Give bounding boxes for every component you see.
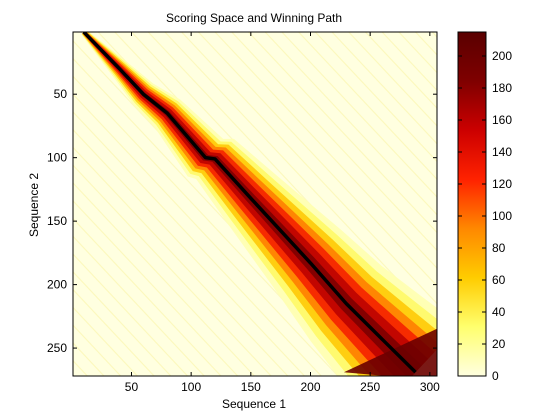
y-tick-label: 100 [47,151,67,165]
heatmap-streak [73,235,205,376]
y-axis: 50 100 150 200 250 [47,87,437,355]
colorbar: 0 20 40 60 80 100 120 140 160 180 200 [457,31,512,383]
x-axis: 50 100 150 200 250 300 [125,32,440,394]
heatmap-streak [73,271,172,376]
x-tick-label: 300 [420,380,440,394]
colorbar-tick-label: 60 [492,273,506,287]
x-tick-label: 50 [125,380,139,394]
colorbar-tick-label: 0 [492,369,499,383]
heatmap-peak [343,328,437,376]
colorbar-tick-label: 80 [492,241,506,255]
heatmap-streak [314,32,437,163]
colorbar-gradient [457,31,487,377]
heatmap-streak [364,32,437,110]
y-tick-label: 200 [47,278,67,292]
heatmap-streak [298,32,437,181]
plot-frame [72,31,438,377]
y-tick-label: 50 [54,87,68,101]
heatmap-streak [264,32,437,216]
heatmap-streak [231,32,437,252]
y-axis-title: Sequence 2 [27,173,41,237]
winning-path [82,32,417,374]
heatmap-streak [214,32,437,269]
heatmap-band [83,32,422,376]
colorbar-tick-label: 160 [492,113,512,127]
colorbar-tick-label: 100 [492,209,512,223]
colorbar-tick-label: 180 [492,81,512,95]
heatmap-streak [73,111,322,376]
heatmap-streak [73,288,155,376]
colorbar-tick-label: 40 [492,305,506,319]
x-axis-title: Sequence 1 [222,397,286,411]
heatmap-streak [73,182,255,376]
y-tick-label: 150 [47,214,67,228]
y-tick-label: 250 [47,341,67,355]
chart-title: Scoring Space and Winning Path [166,11,342,25]
heatmap-streak [331,32,437,145]
colorbar-ticks: 0 20 40 60 80 100 120 140 160 180 200 [458,49,512,383]
x-tick-label: 250 [360,380,380,394]
heatmap-streak [181,32,437,305]
heatmap-streak [73,199,239,376]
heatmap-streak [73,164,272,376]
plot-area [72,31,438,377]
x-tick-label: 100 [181,380,201,394]
heatmap-streak [73,253,189,376]
heatmap-streak [281,32,437,198]
colorbar-tick-label: 120 [492,177,512,191]
heatmap-streak [381,32,437,92]
heatmap-streak [348,32,437,127]
heatmap-streak [73,306,138,376]
colorbar-tick-label: 200 [492,49,512,63]
heatmap-streak [73,146,289,376]
heatmap-streak [73,128,305,376]
heatmap-streak [73,93,339,376]
x-tick-label: 200 [300,380,320,394]
heatmap-streak [73,217,222,376]
heatmap-streak [247,32,437,234]
x-tick-label: 150 [241,380,261,394]
heatmap-streak [197,32,437,287]
colorbar-tick-label: 140 [492,145,512,159]
colorbar-tick-label: 20 [492,337,506,351]
